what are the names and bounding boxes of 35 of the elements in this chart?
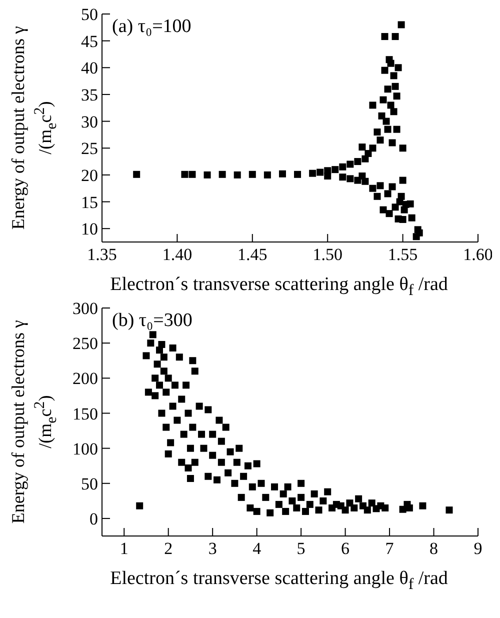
y-tick-label: 150	[72, 404, 98, 424]
y-tick-label: 10	[81, 220, 98, 239]
y-tick-label: 20	[81, 166, 98, 185]
y-tick-label: 200	[72, 369, 98, 388]
x-tick-label: 6	[341, 539, 350, 558]
x-tick-label: 1.35	[87, 245, 117, 264]
y-tick-label: 25	[81, 139, 98, 158]
x-tick-label: 1.40	[162, 245, 192, 264]
y-tick-label: 35	[81, 86, 98, 105]
y-tick-label: 50	[81, 5, 98, 24]
x-tick-label: 7	[385, 539, 394, 558]
x-tick-label: 1	[120, 539, 128, 558]
y-tick-label: 300	[72, 299, 98, 318]
y-tick-label: 45	[81, 32, 98, 51]
y-tick-label: 40	[81, 58, 98, 78]
x-axis-title: Electron´s transverse scattering angle θ$_{f}$ /rad	[109, 274, 449, 300]
x-tick-label: 9	[474, 539, 482, 558]
x-axis-title: Electron´s transverse scattering angle θ$_{f}$ /rad	[109, 568, 449, 594]
x-tick-label: 3	[208, 539, 217, 558]
y-tick-label: 50	[81, 474, 98, 494]
x-tick-label: 8	[430, 539, 438, 558]
x-tick-label: 1.60	[463, 245, 493, 264]
annotation: (a) τ₀=100	[112, 16, 192, 38]
x-tick-label: 1.50	[312, 245, 342, 264]
y-tick-label: 100	[72, 439, 98, 458]
x-tick-label: 2	[164, 539, 173, 558]
x-tick-label: 1.45	[238, 245, 268, 264]
y-tick-label: 15	[81, 192, 98, 212]
y-tick-label: 30	[81, 112, 98, 132]
y-tick-label: 0	[90, 509, 98, 528]
x-tick-label: 5	[296, 539, 306, 558]
x-tick-label: 4	[252, 539, 262, 558]
x-tick-label: 1.55	[388, 245, 418, 264]
annotation: (b) τ₀=300	[112, 310, 192, 332]
y-tick-label: 250	[72, 334, 98, 354]
